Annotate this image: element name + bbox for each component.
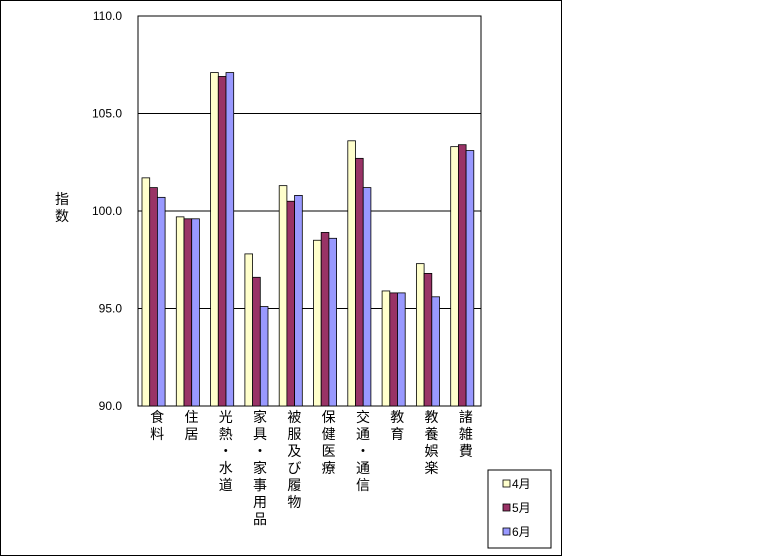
bar	[313, 239, 322, 407]
bar	[259, 306, 269, 407]
category-label: 保健医療	[322, 410, 336, 477]
category-label: 被服及び履物	[287, 410, 301, 511]
bar	[286, 200, 295, 407]
legend-swatch	[502, 503, 511, 512]
legend-swatch	[502, 527, 511, 536]
bar	[210, 72, 219, 407]
category-label: 教養娯楽	[425, 410, 439, 477]
category-label: 住居	[184, 410, 198, 443]
y-tick-label: 95.0	[99, 302, 123, 316]
category-label: 交通・通信	[356, 409, 370, 494]
y-axis-title: 指数	[55, 192, 69, 225]
bar	[355, 157, 364, 407]
legend: 4月 5月 6月	[487, 469, 552, 549]
bar	[294, 194, 303, 407]
category-label: 家具・家事用品	[253, 409, 267, 528]
bar	[457, 144, 467, 407]
category-label: 食料	[150, 409, 164, 443]
legend-label: 5月	[512, 501, 531, 515]
bar	[465, 150, 475, 407]
bar	[320, 232, 330, 407]
bar	[217, 76, 227, 407]
bar	[278, 185, 288, 407]
bar	[362, 187, 372, 407]
bar	[141, 177, 151, 407]
bar-series	[141, 72, 475, 407]
legend-swatch	[502, 479, 511, 488]
bar	[191, 218, 200, 407]
y-tick-label: 110.0	[93, 9, 122, 23]
bar	[450, 146, 459, 407]
bar	[347, 140, 356, 407]
y-axis-label: 指数	[55, 192, 69, 225]
bar	[381, 290, 391, 407]
bar	[149, 187, 158, 407]
y-tick-labels: 90.0 95.0 100.0 105.0 110.0	[92, 9, 122, 413]
bar	[244, 253, 253, 407]
bar	[431, 296, 440, 407]
bar	[397, 292, 406, 407]
bar	[156, 196, 166, 407]
y-tick-label: 100.0	[92, 204, 122, 218]
bar	[252, 276, 261, 407]
bar	[415, 263, 425, 407]
legend-label: 6月	[512, 525, 531, 539]
bar	[183, 218, 193, 407]
plot-area	[137, 15, 482, 407]
category-label: 諸雑費	[459, 410, 473, 460]
bar	[225, 72, 235, 407]
bar	[328, 237, 337, 407]
legend-box	[487, 469, 552, 549]
category-label: 光熱・水道	[219, 410, 233, 494]
legend-label: 4月	[512, 477, 531, 491]
bar	[175, 216, 185, 407]
bar	[423, 272, 433, 407]
y-tick-label: 105.0	[92, 107, 122, 121]
bar	[389, 292, 398, 407]
category-label: 教育	[390, 410, 404, 443]
y-tick-label: 90.0	[99, 399, 123, 413]
